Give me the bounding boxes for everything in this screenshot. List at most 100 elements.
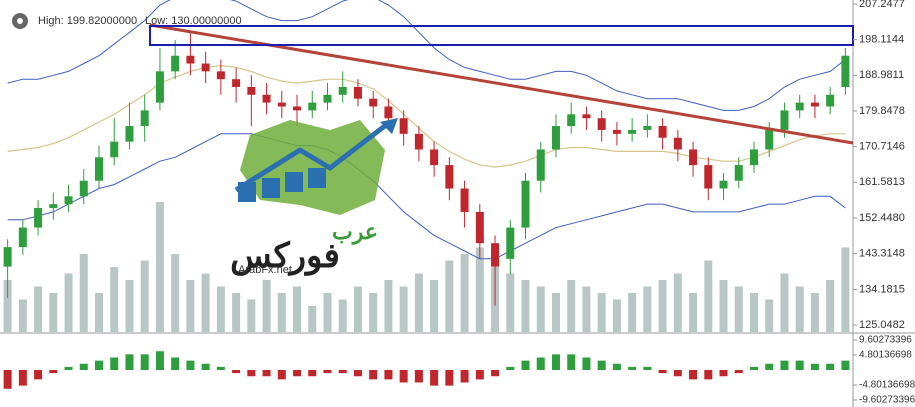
candle-body [612, 129, 621, 134]
macd-bar [445, 370, 454, 386]
macd-bar [734, 370, 743, 374]
macd-bar [140, 354, 149, 370]
macd-bar [353, 370, 362, 377]
candle-body [749, 149, 758, 166]
watermark-icon [238, 182, 256, 202]
macd-bar [460, 370, 469, 383]
candle-body [64, 196, 73, 205]
candle-body [34, 208, 43, 228]
y-tick-label: 179.8478 [859, 105, 905, 117]
volume-bar [780, 273, 789, 332]
candle-body [841, 55, 850, 87]
indicator-line [7, 64, 846, 168]
volume-bar [293, 286, 302, 332]
settings-icon [17, 18, 23, 24]
candle-body [810, 102, 819, 107]
volume-bar [689, 293, 698, 332]
watermark-icon [285, 172, 303, 192]
macd-bar [64, 366, 73, 370]
volume-bar [384, 280, 393, 332]
macd-bar [810, 363, 819, 370]
candle-body [201, 63, 210, 72]
volume-bar [110, 267, 119, 332]
volume-bar [597, 293, 606, 332]
volume-bar [34, 286, 43, 332]
header-high: High: 199.82000000 [38, 15, 137, 27]
candle-body [826, 94, 835, 107]
volume-bar [643, 286, 652, 332]
macd-bar [369, 370, 378, 380]
volume-bar [125, 280, 134, 332]
candle-body [277, 102, 286, 107]
macd-bar [186, 360, 195, 370]
macd-tick-label: 4.80136698 [859, 350, 912, 361]
volume-bar [399, 286, 408, 332]
volume-bar [155, 202, 164, 332]
volume-bar [430, 280, 439, 332]
candle-body [323, 94, 332, 103]
volume-bar [140, 260, 149, 332]
macd-bar [216, 366, 225, 370]
candle-body [628, 129, 637, 134]
macd-bar [719, 370, 728, 377]
macd-bar [628, 366, 637, 370]
candle-body [658, 126, 667, 138]
candle-body [293, 106, 302, 111]
macd-tick-label: 9.60273396 [859, 335, 912, 346]
watermark-text: عرب [332, 219, 378, 245]
candle-body [475, 211, 484, 244]
header-low: Low: 130.00000000 [145, 15, 242, 27]
macd-bar [704, 370, 713, 380]
candle-body [216, 71, 225, 80]
candle-body [171, 55, 180, 72]
candle-body [125, 126, 134, 142]
candle-body [430, 149, 439, 166]
candle-body [643, 126, 652, 130]
candle-body [704, 165, 713, 189]
macd-bar [658, 370, 667, 374]
volume-bar [612, 299, 621, 332]
volume-bar [171, 254, 180, 332]
volume-bar [765, 299, 774, 332]
candle-body [353, 86, 362, 99]
macd-bar [277, 370, 286, 380]
volume-bar [734, 286, 743, 332]
y-tick-label: 207.2477 [859, 0, 905, 10]
candle-body [673, 137, 682, 150]
volume-bar [95, 293, 104, 332]
macd-bar [521, 360, 530, 370]
volume-bar [536, 286, 545, 332]
macd-tick-label: -9.60273396 [859, 395, 915, 406]
macd-bar [430, 370, 439, 386]
macd-bar [414, 370, 423, 383]
volume-bar [353, 286, 362, 332]
macd-bar [506, 366, 515, 370]
macd-bar [338, 370, 347, 374]
volume-bar [262, 280, 271, 332]
indicator-line [7, 133, 846, 260]
watermark [234, 118, 398, 215]
y-tick-label: 134.1815 [859, 283, 905, 295]
volume-bar [506, 273, 515, 332]
volume-bar [64, 273, 73, 332]
candle-body [110, 141, 119, 158]
volume-bar [628, 293, 637, 332]
macd-bar [3, 370, 12, 389]
volume-bar [323, 293, 332, 332]
macd-bar [34, 370, 43, 380]
candle-body [384, 106, 393, 119]
candle-body [506, 227, 515, 259]
macd-bar [491, 370, 500, 377]
macd-bar [567, 354, 576, 370]
macd-bar [399, 370, 408, 383]
y-tick-label: 152.4480 [859, 212, 905, 224]
macd-bar [795, 360, 804, 370]
candle-body [521, 180, 530, 228]
volume-bar [201, 273, 210, 332]
watermark-url: ArabFx.net [238, 264, 292, 276]
macd-bar [125, 354, 134, 370]
volume-bar [582, 286, 591, 332]
candle-body [140, 110, 149, 127]
volume-bar [338, 299, 347, 332]
